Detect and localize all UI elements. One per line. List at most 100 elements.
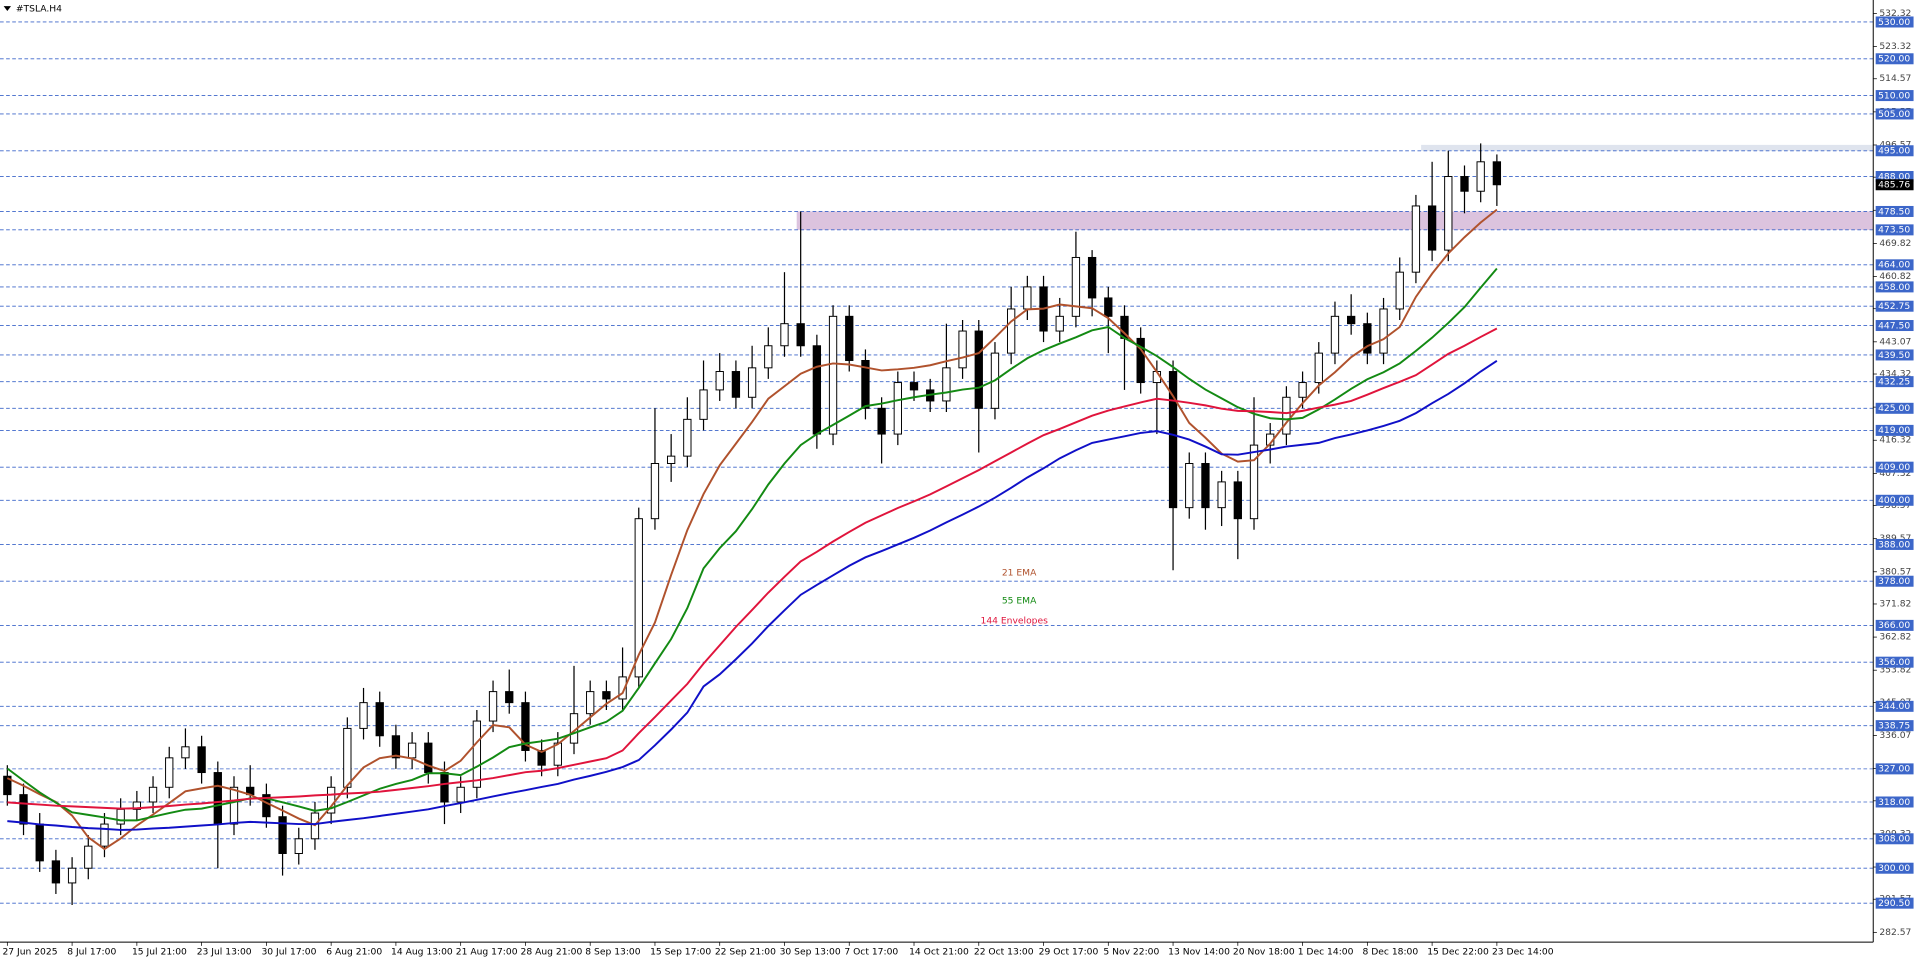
level-label: 478.50	[1878, 206, 1910, 217]
level-label: 505.00	[1878, 109, 1910, 120]
x-tick-label: 15 Sep 17:00	[650, 946, 711, 957]
level-label: 520.00	[1878, 54, 1910, 65]
candle-body	[19, 794, 28, 825]
candle-body	[974, 330, 983, 409]
candle-body	[1249, 444, 1259, 520]
level-label: 488.00	[1878, 171, 1910, 182]
level-label: 290.50	[1878, 898, 1910, 909]
x-tick-label: 27 Jun 2025	[2, 946, 57, 957]
candle-body	[747, 367, 757, 398]
level-label: 447.50	[1878, 320, 1910, 331]
y-tick-label: 371.82	[1879, 598, 1911, 609]
candle-body	[165, 757, 174, 788]
y-tick-label: 443.07	[1879, 336, 1911, 347]
candle-body	[715, 371, 724, 391]
level-label-bg	[1875, 720, 1914, 732]
candle-body	[845, 315, 854, 361]
candle-body	[1201, 463, 1210, 509]
chart-title: #TSLA.H4	[16, 4, 62, 15]
candle-body	[1087, 256, 1097, 299]
candle-body	[407, 742, 417, 759]
level-label-bg	[1875, 796, 1914, 808]
candle-body	[148, 786, 158, 803]
level-label: 318.00	[1878, 797, 1910, 808]
indicator-line	[7, 360, 1498, 831]
candle-body	[1136, 337, 1145, 384]
level-label-bg	[1875, 171, 1914, 183]
x-tick-label: 15 Dec 22:00	[1427, 946, 1489, 957]
level-label-bg	[1875, 424, 1914, 436]
candle-body	[1363, 323, 1372, 354]
candle-body	[731, 371, 741, 398]
level-label: 338.75	[1878, 721, 1910, 732]
y-tick-label: 380.57	[1879, 566, 1911, 577]
x-tick-label: 29 Oct 17:00	[1039, 946, 1099, 957]
level-label: 473.50	[1878, 225, 1910, 236]
y-tick-label: 282.57	[1879, 927, 1911, 938]
y-tick-label: 389.57	[1879, 533, 1911, 544]
candle-body	[3, 775, 12, 796]
candle-body	[391, 735, 401, 759]
candle-body	[262, 794, 271, 818]
candle-body	[634, 518, 643, 678]
y-tick-label: 496.57	[1879, 139, 1911, 150]
level-label-bg	[1875, 16, 1914, 28]
menu-triangle[interactable]	[3, 6, 11, 12]
indicator-label: 21 EMA	[1002, 568, 1037, 579]
candle-body	[958, 330, 967, 369]
candle-body	[1006, 308, 1016, 354]
level-label-bg	[1875, 376, 1914, 388]
x-tick-label: 30 Sep 13:00	[780, 946, 841, 957]
candle-body	[602, 691, 611, 700]
x-tick-label: 8 Sep 13:00	[585, 946, 640, 957]
candle-body	[51, 860, 61, 884]
x-tick-label: 5 Nov 22:00	[1103, 946, 1159, 957]
candle-body	[942, 367, 951, 402]
candle-body	[1023, 286, 1032, 310]
candle-body	[488, 691, 498, 722]
x-tick-label: 8 Jul 17:00	[67, 946, 116, 957]
level-label: 409.00	[1878, 462, 1910, 473]
level-label: 308.00	[1878, 834, 1910, 845]
level-label: 378.00	[1878, 576, 1910, 587]
x-tick-label: 14 Oct 21:00	[909, 946, 969, 957]
candle-body	[586, 691, 595, 715]
candle-body	[1104, 297, 1113, 317]
x-tick-label: 22 Oct 13:00	[974, 946, 1034, 957]
candle-body	[1314, 352, 1323, 384]
y-tick-label: 336.07	[1879, 730, 1911, 741]
candle-body	[877, 407, 886, 435]
candle-body	[1055, 315, 1064, 332]
level-label-bg	[1875, 108, 1914, 120]
candle-body	[213, 772, 222, 825]
level-label: 530.00	[1878, 17, 1910, 28]
level-label: 344.00	[1878, 701, 1910, 712]
level-label: 432.25	[1878, 377, 1910, 388]
level-label-bg	[1875, 90, 1914, 102]
level-label-bg	[1875, 461, 1914, 473]
level-label: 464.00	[1878, 260, 1910, 271]
candle-body	[1330, 315, 1340, 354]
candle-body	[1282, 396, 1291, 435]
candle-body	[1071, 256, 1081, 317]
candle-body	[1411, 205, 1421, 273]
candle-body	[1476, 161, 1485, 192]
level-label: 425.00	[1878, 403, 1910, 414]
candle-body	[893, 382, 902, 435]
current-price-label: 485.76	[1878, 180, 1910, 191]
level-label: 458.00	[1878, 282, 1910, 293]
candle-body	[618, 676, 627, 700]
x-tick-label: 13 Nov 14:00	[1168, 946, 1230, 957]
candle-body	[35, 823, 44, 862]
y-tick-label: 362.82	[1879, 632, 1911, 643]
level-label-bg	[1875, 897, 1914, 909]
level-label: 356.00	[1878, 657, 1910, 668]
candle-body	[84, 845, 93, 869]
level-label-bg	[1875, 300, 1914, 312]
level-label: 419.00	[1878, 425, 1910, 436]
x-tick-label: 14 Aug 13:00	[391, 946, 453, 957]
y-tick-label: 353.82	[1879, 665, 1911, 676]
level-label-bg	[1875, 833, 1914, 845]
y-tick-label: 514.57	[1879, 73, 1911, 84]
